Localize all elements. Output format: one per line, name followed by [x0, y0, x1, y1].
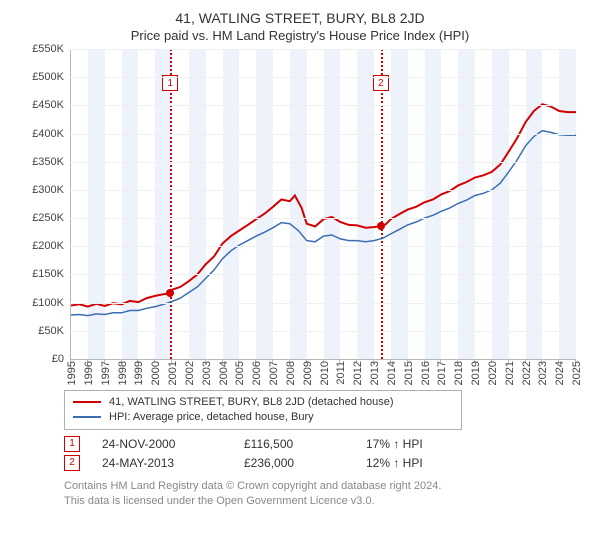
x-axis-label: 1999	[133, 361, 145, 385]
x-axis-label: 2019	[470, 361, 482, 385]
gridline	[70, 274, 575, 275]
x-axis-label: 2007	[268, 361, 280, 385]
y-axis-label: £200K	[20, 240, 64, 252]
footer-text: Contains HM Land Registry data © Crown c…	[64, 479, 586, 509]
x-axis-label: 2004	[218, 361, 230, 385]
x-axis-label: 2000	[150, 361, 162, 385]
gridline	[70, 246, 575, 247]
y-axis-label: £250K	[20, 212, 64, 224]
series-line-property	[71, 104, 576, 306]
sale-row-price: £116,500	[244, 437, 344, 451]
sale-row: 1 24-NOV-2000 £116,500 17% ↑ HPI	[64, 436, 586, 452]
y-axis-label: £550K	[20, 43, 64, 55]
x-axis-label: 2022	[521, 361, 533, 385]
x-axis-label: 2009	[302, 361, 314, 385]
gridline	[70, 303, 575, 304]
legend-swatch	[73, 401, 101, 403]
legend-box: 41, WATLING STREET, BURY, BL8 2JD (detac…	[64, 390, 462, 430]
sale-row-number-box: 1	[64, 436, 80, 452]
sale-row: 2 24-MAY-2013 £236,000 12% ↑ HPI	[64, 455, 586, 471]
sale-row-delta: 12% ↑ HPI	[366, 456, 423, 470]
sale-row-date: 24-MAY-2013	[102, 456, 222, 470]
x-axis-label: 2001	[167, 361, 179, 385]
x-axis-label: 2025	[571, 361, 583, 385]
x-axis-label: 2016	[420, 361, 432, 385]
sale-row-price: £236,000	[244, 456, 344, 470]
chart-subtitle: Price paid vs. HM Land Registry's House …	[14, 28, 586, 43]
sale-row-date: 24-NOV-2000	[102, 437, 222, 451]
gridline	[70, 134, 575, 135]
x-axis-label: 2024	[554, 361, 566, 385]
x-axis-label: 1995	[66, 361, 78, 385]
gridline	[70, 162, 575, 163]
x-axis-label: 2010	[319, 361, 331, 385]
x-axis-label: 2023	[537, 361, 549, 385]
x-axis-label: 2013	[369, 361, 381, 385]
series-line-hpi	[71, 131, 576, 316]
chart-area: 12 £0 £50K £100K £150K £200K £250K £300K £350K £…	[20, 49, 580, 384]
legend-swatch	[73, 416, 101, 418]
y-axis-label: £350K	[20, 156, 64, 168]
x-axis-label: 2008	[285, 361, 297, 385]
sales-table: 1 24-NOV-2000 £116,500 17% ↑ HPI 2 24-MAY-201…	[64, 436, 586, 471]
gridline	[70, 331, 575, 332]
x-axis-label: 2015	[403, 361, 415, 385]
legend-row: 41, WATLING STREET, BURY, BL8 2JD (detac…	[73, 395, 453, 410]
x-axis-label: 2014	[386, 361, 398, 385]
x-axis-label: 2018	[453, 361, 465, 385]
legend-label: HPI: Average price, detached house, Bury	[109, 410, 314, 425]
y-axis-label: £300K	[20, 184, 64, 196]
footer-line-1: Contains HM Land Registry data © Crown c…	[64, 479, 586, 494]
gridline	[70, 77, 575, 78]
legend-label: 41, WATLING STREET, BURY, BL8 2JD (detac…	[109, 395, 394, 410]
y-axis-label: £500K	[20, 71, 64, 83]
x-axis-label: 2011	[335, 361, 347, 385]
x-axis-label: 2002	[184, 361, 196, 385]
x-axis-label: 1996	[83, 361, 95, 385]
gridline	[70, 49, 575, 50]
x-axis-label: 2021	[504, 361, 516, 385]
y-axis-label: £400K	[20, 128, 64, 140]
x-axis-label: 2006	[251, 361, 263, 385]
x-axis-label: 2003	[201, 361, 213, 385]
legend-row: HPI: Average price, detached house, Bury	[73, 410, 453, 425]
x-axis-label: 1998	[117, 361, 129, 385]
x-axis-label: 2020	[487, 361, 499, 385]
plot-area: 12	[70, 49, 576, 360]
gridline	[70, 190, 575, 191]
y-axis-label: £450K	[20, 99, 64, 111]
gridline	[70, 105, 575, 106]
y-axis-label: £0	[20, 353, 64, 365]
x-axis-label: 2005	[234, 361, 246, 385]
y-axis-label: £100K	[20, 297, 64, 309]
chart-lines	[71, 49, 576, 359]
sale-row-number-box: 2	[64, 455, 80, 471]
x-axis-label: 2012	[352, 361, 364, 385]
sale-row-delta: 17% ↑ HPI	[366, 437, 423, 451]
x-axis-label: 1997	[100, 361, 112, 385]
chart-title: 41, WATLING STREET, BURY, BL8 2JD	[14, 10, 586, 26]
footer-line-2: This data is licensed under the Open Gov…	[64, 494, 586, 509]
gridline	[70, 218, 575, 219]
y-axis-label: £150K	[20, 268, 64, 280]
y-axis-label: £50K	[20, 325, 64, 337]
x-axis-label: 2017	[436, 361, 448, 385]
